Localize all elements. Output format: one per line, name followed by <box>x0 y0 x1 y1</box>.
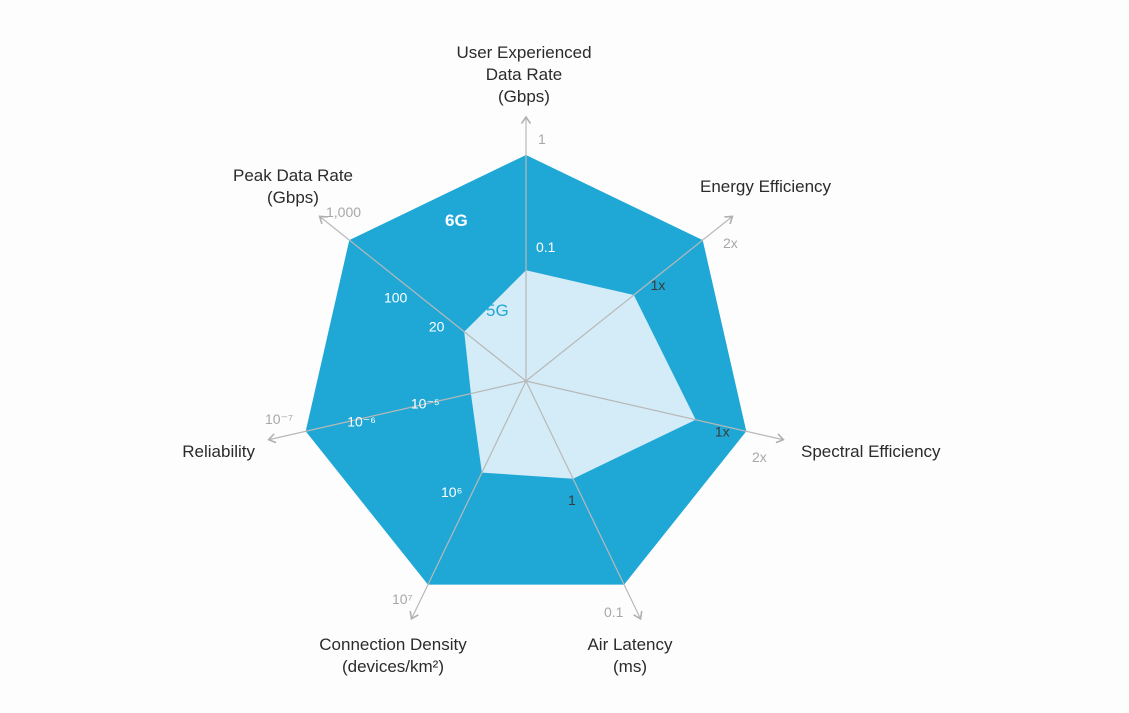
axis-title-line: (Gbps) <box>267 188 319 207</box>
axis-arrow-1 <box>724 215 734 225</box>
axis-title-line: User Experienced <box>456 43 591 62</box>
axis-line-5 <box>268 380 527 441</box>
axis-title-line: Reliability <box>182 442 255 461</box>
series-5G-area <box>464 270 696 479</box>
axis-arrow-2 <box>775 433 785 444</box>
inner-tick-3: 1 <box>568 492 576 508</box>
outer-tick-5: 10⁻⁷ <box>265 411 293 427</box>
axis-line-1 <box>525 215 733 382</box>
axis-line-3 <box>525 380 642 620</box>
axis-title-line: Air Latency <box>587 635 673 654</box>
axis-title-1: Energy Efficiency <box>700 177 832 196</box>
inner-tick-0: 0.1 <box>536 239 556 255</box>
axis-title-6: Peak Data Rate (Gbps) <box>233 166 353 207</box>
outer-tick-1: 2x <box>723 235 738 251</box>
axis-arrow-3 <box>633 610 643 621</box>
axis-title-line: (ms) <box>613 657 647 676</box>
axis-title-4: Connection Density (devices/km²) <box>319 635 467 676</box>
axis-title-5: Reliability <box>182 442 255 461</box>
outer-tick-6: 1,000 <box>326 204 361 220</box>
series-label-5g: 5G <box>486 301 509 320</box>
inner-tick-4: 10⁶ <box>441 484 462 500</box>
axis-line-2 <box>525 380 784 441</box>
axis-arrow-0 <box>520 115 532 125</box>
axis-title-line: Data Rate <box>486 65 563 84</box>
inner-tick-5: 10⁻⁵ <box>411 396 440 412</box>
inner-tick-8: 100 <box>384 289 408 305</box>
axis-title-0: User Experienced Data Rate (Gbps) <box>456 43 591 106</box>
outer-tick-0: 1 <box>538 131 546 147</box>
inner-tick-1: 1x <box>651 277 666 293</box>
axis-title-line: (Gbps) <box>498 87 550 106</box>
series-label-6g: 6G <box>445 211 468 230</box>
outer-tick-2: 2x <box>752 449 767 465</box>
axis-title-line: Peak Data Rate <box>233 166 353 185</box>
axis-title-2: Spectral Efficiency <box>801 442 941 461</box>
axis-line-6 <box>319 215 527 382</box>
axis-title-line: Spectral Efficiency <box>801 442 941 461</box>
outer-tick-4: 10⁷ <box>392 591 413 607</box>
axis-line-4 <box>410 380 527 620</box>
axis-arrow-4 <box>409 610 419 621</box>
axis-title-line: Energy Efficiency <box>700 177 832 196</box>
axis-title-3: Air Latency (ms) <box>587 635 673 676</box>
outer-tick-3: 0.1 <box>604 604 624 620</box>
axis-arrow-5 <box>267 433 277 444</box>
axis-arrow-6 <box>318 215 328 225</box>
inner-tick-2: 1x <box>715 424 730 440</box>
inner-tick-6: 10⁻⁶ <box>347 414 376 430</box>
axis-title-line: (devices/km²) <box>342 657 444 676</box>
axis-title-line: Connection Density <box>319 635 467 654</box>
inner-tick-7: 20 <box>429 318 445 334</box>
